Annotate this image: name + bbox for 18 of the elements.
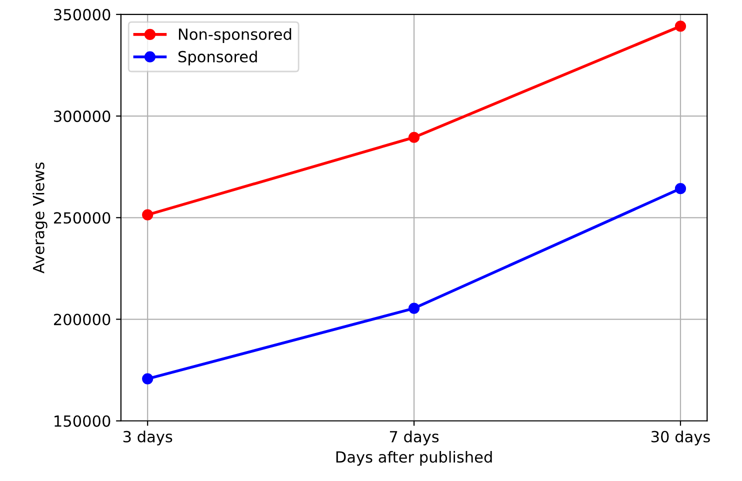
- point: [674, 183, 686, 194]
- y-tick-label: 350000: [54, 8, 110, 20]
- point: [142, 209, 154, 220]
- point: [408, 302, 420, 314]
- y-tick-label: 300000: [54, 110, 110, 122]
- x-tick-label: 3 days: [123, 430, 172, 446]
- point: [674, 20, 686, 32]
- legend-label: Sponsored: [178, 50, 257, 66]
- point: [408, 132, 420, 143]
- point: [142, 373, 154, 384]
- x-tick-label: 7 days: [390, 430, 439, 446]
- y-tick-label: 200000: [54, 314, 110, 326]
- y-tick-label: 150000: [54, 415, 110, 427]
- y-axis-title: Average Views: [32, 162, 48, 274]
- x-axis-title: Days after published: [336, 450, 492, 466]
- legend-label: Non-sponsored: [178, 28, 292, 43]
- x-tick-label: 30 days: [651, 430, 710, 446]
- y-tick-label: 250000: [54, 212, 110, 224]
